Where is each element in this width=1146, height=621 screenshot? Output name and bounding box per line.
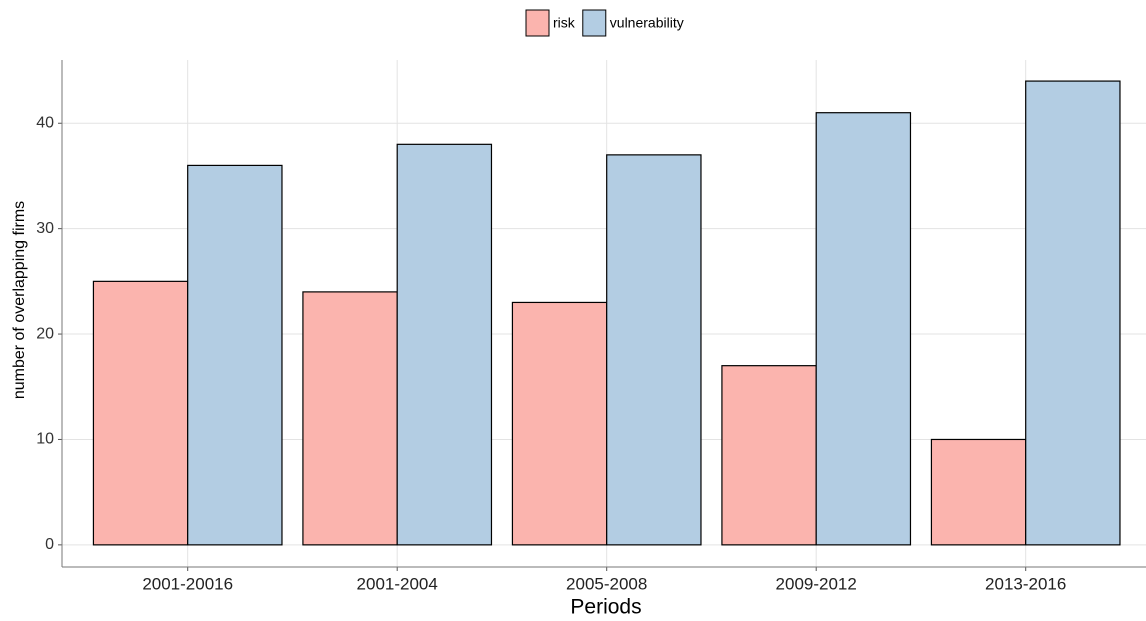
y-axis-title: number of overlapping firms bbox=[11, 201, 28, 399]
legend-label: risk bbox=[553, 15, 576, 31]
y-tick-label: 20 bbox=[36, 325, 54, 342]
bar bbox=[815, 112, 912, 546]
bar bbox=[302, 291, 398, 546]
x-tick-label: 2001-20016 bbox=[142, 574, 233, 593]
bar bbox=[92, 280, 189, 546]
legend-swatch bbox=[582, 9, 607, 37]
x-tick-label: 2001-2004 bbox=[357, 574, 438, 593]
legend-swatch bbox=[525, 9, 550, 37]
bar bbox=[187, 164, 283, 546]
y-tick-label: 30 bbox=[36, 220, 54, 237]
x-tick-label: 2005-2008 bbox=[566, 574, 647, 593]
bar bbox=[930, 438, 1027, 546]
y-tick-label: 10 bbox=[36, 431, 54, 448]
bar bbox=[511, 301, 608, 546]
bar bbox=[396, 143, 493, 546]
x-tick-label: 2013-2016 bbox=[985, 574, 1066, 593]
y-tick-label: 0 bbox=[45, 536, 54, 553]
bar bbox=[606, 154, 702, 546]
bar bbox=[721, 365, 817, 546]
x-tick-label: 2009-2012 bbox=[776, 574, 857, 593]
y-tick-label: 40 bbox=[36, 114, 54, 131]
x-axis-title: Periods bbox=[570, 596, 641, 619]
bar bbox=[1025, 80, 1121, 546]
legend-label: vulnerability bbox=[610, 15, 684, 31]
